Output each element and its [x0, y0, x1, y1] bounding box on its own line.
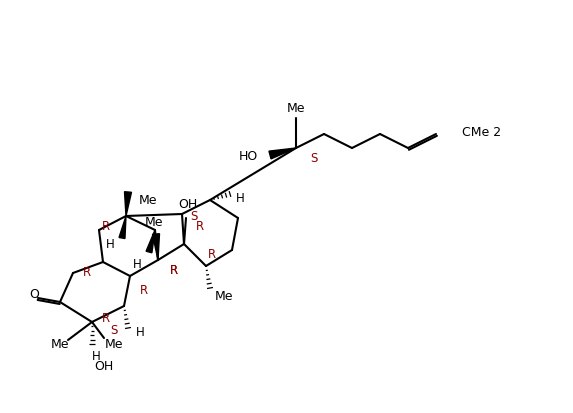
Text: OH: OH	[178, 197, 198, 211]
Text: R: R	[170, 263, 178, 276]
Text: H: H	[92, 349, 100, 363]
Text: H: H	[105, 237, 115, 251]
Text: R: R	[140, 283, 148, 297]
Text: Me: Me	[51, 337, 69, 351]
Text: R: R	[102, 219, 110, 233]
Polygon shape	[124, 192, 131, 216]
Polygon shape	[119, 216, 126, 239]
Text: OH: OH	[95, 359, 113, 373]
Text: S: S	[111, 323, 117, 337]
Text: Me: Me	[139, 194, 157, 206]
Text: H: H	[132, 257, 142, 271]
Text: R: R	[102, 311, 110, 325]
Text: R: R	[208, 247, 216, 261]
Text: Me: Me	[215, 290, 233, 302]
Text: Me: Me	[145, 216, 163, 228]
Text: R: R	[83, 266, 91, 278]
Text: Me: Me	[105, 337, 123, 351]
Text: S: S	[311, 152, 317, 164]
Text: S: S	[190, 209, 198, 223]
Text: H: H	[136, 325, 144, 339]
Text: Me: Me	[286, 102, 305, 114]
Polygon shape	[269, 148, 296, 159]
Polygon shape	[146, 230, 155, 253]
Text: H: H	[236, 192, 244, 204]
Polygon shape	[152, 234, 159, 260]
Text: O: O	[29, 289, 39, 301]
Text: R: R	[170, 263, 178, 276]
Text: R: R	[196, 219, 204, 233]
Text: CMe 2: CMe 2	[462, 126, 501, 138]
Text: HO: HO	[238, 150, 258, 164]
